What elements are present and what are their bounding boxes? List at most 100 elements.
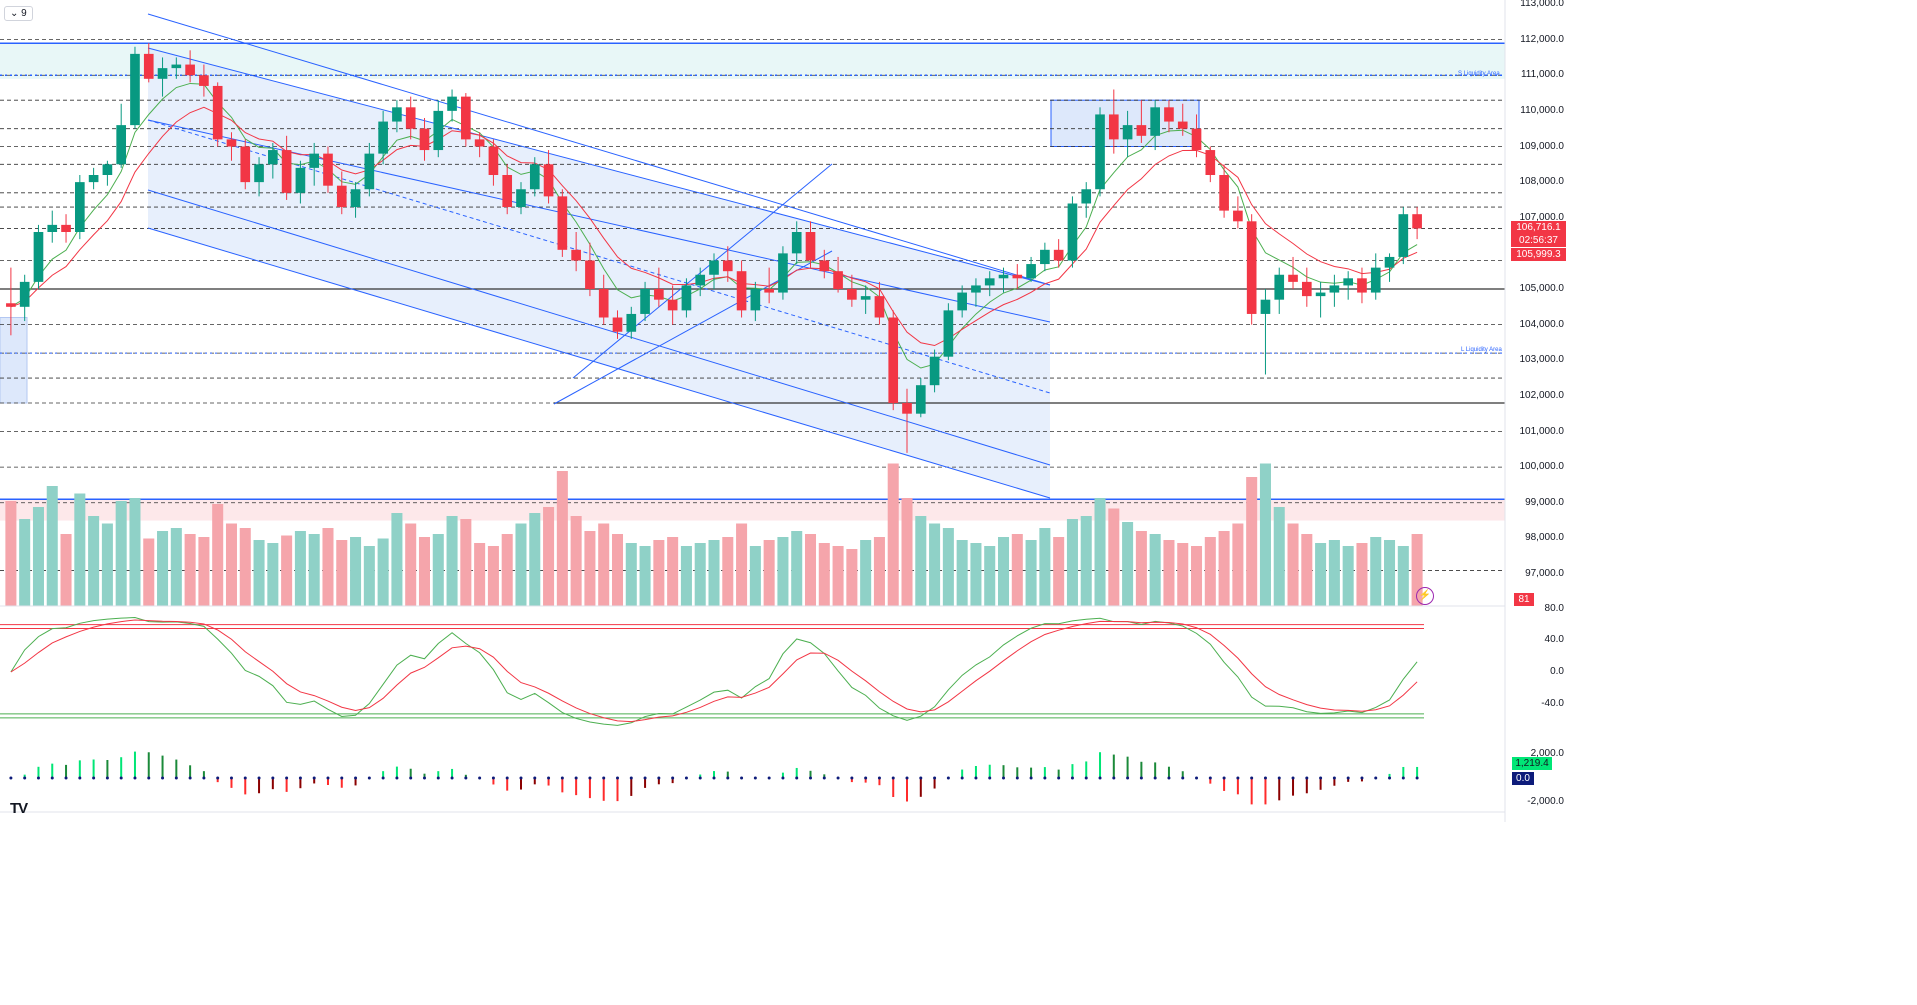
candle [88,175,99,183]
left-channel-fill [0,317,28,404]
macd-zero-dot [1263,776,1267,780]
candle [295,167,306,193]
volume-bar [267,543,279,606]
volume-bar [1218,531,1230,606]
candle [226,139,237,147]
volume-bar [170,528,182,606]
consolidation-box [1050,99,1200,147]
candle [364,153,375,190]
macd-zero-dot [92,776,96,780]
macd-zero-dot [988,776,992,780]
volume-bar [1094,498,1106,606]
candle [736,271,747,311]
macd-zero-dot [960,776,964,780]
price-chart[interactable] [0,0,1568,822]
volume-bar [74,493,86,606]
volume-bar [418,537,430,606]
price-axis-label: 98,000.0 [1525,532,1564,544]
macd-zero-dot [795,776,799,780]
oscillator-axis-label: -40.0 [1541,697,1564,709]
volume-bar [101,523,113,606]
macd-zero-dot [974,776,978,780]
chart-stage[interactable]: ⌄ 9 TV S Liquidity Area L Liquidity Area… [0,0,1568,822]
candle [1122,125,1133,140]
channel-line [147,189,1051,466]
macd-zero-dot [836,776,840,780]
macd-zero-dot [533,776,537,780]
macd-zero-dot [643,776,647,780]
volume-bar [1080,516,1092,606]
macd-zero-dot [519,776,523,780]
macd-zero-dot [615,776,619,780]
volume-bar [391,513,403,606]
macd-zero-dot [174,776,178,780]
candle [1398,214,1409,257]
price-axis-label: 108,000.0 [1519,176,1565,188]
volume-bar [432,534,444,606]
candle [1040,249,1050,265]
volume-bar [584,531,596,606]
macd-zero-dot [864,776,868,780]
macd-zero-dot [298,776,302,780]
price-axis-label: 102,000.0 [1519,389,1565,401]
volume-bar [1191,546,1203,606]
candle [667,299,678,311]
volume-bar [901,498,913,606]
macd-zero-dot [809,776,813,780]
volume-bar [763,540,775,606]
candle [612,317,623,332]
candle [1191,128,1202,151]
macd-zero-dot [1126,776,1130,780]
volume-bar [1328,540,1340,606]
macd-zero-dot [1195,776,1199,780]
macd-zero-dot [1002,776,1006,780]
volume-bar [19,519,31,606]
macd-zero-dot [229,776,233,780]
volume-bar [1025,540,1037,606]
volume-bar [88,516,100,606]
volume-bar [350,537,362,606]
candle [681,285,692,311]
volume-bar [515,523,527,606]
candle [1205,150,1216,175]
volume-bar [970,543,982,606]
macd-zero-dot [188,776,192,780]
macd-zero-dot [1098,776,1102,780]
macd-zero-dot [367,776,371,780]
candle [61,224,71,232]
candle [75,182,85,232]
macd-zero-dot [822,776,826,780]
candle [1260,299,1271,314]
volume-bar [736,523,748,606]
macd-zero-dot [602,776,606,780]
volume-bar [322,528,334,606]
rising-channel-line [572,163,833,379]
candle [1357,278,1367,293]
macd-zero-dot [1084,776,1088,780]
volume-bar [1411,534,1423,606]
candle [268,150,278,165]
macd-zero-dot [684,776,688,780]
macd-zero-dot [1015,776,1019,780]
macd-zero-dot [1332,776,1336,780]
volume-bar [460,519,472,606]
price-axis-label: 104,000.0 [1519,318,1565,330]
candle [764,289,774,293]
macd-zero-dot [547,776,551,780]
macd-value-tag: 1,219.4 [1512,757,1552,770]
volume-bar [860,540,872,606]
macd-zero-dot [381,776,385,780]
candle [1219,175,1229,211]
macd-zero-dot [9,776,13,780]
lightning-icon[interactable]: ⚡ [1416,587,1434,605]
collapse-toggle-button[interactable]: ⌄ 9 [4,6,33,21]
candle [640,289,650,314]
volume-bar [1066,519,1078,606]
candle [102,164,113,175]
candle [902,403,912,414]
volume-bar [1301,534,1313,606]
candle [47,224,58,232]
macd-zero-dot [781,776,785,780]
macd-zero-dot [133,776,137,780]
volume-bar [46,486,58,606]
